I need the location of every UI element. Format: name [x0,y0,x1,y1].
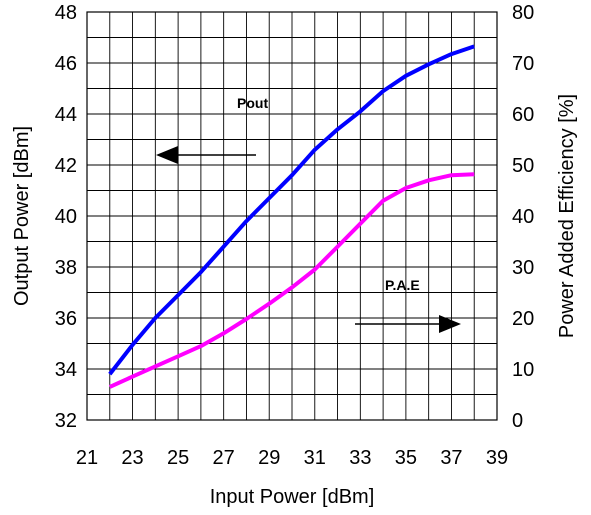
y-left-tick-label: 48 [55,2,77,24]
y-left-axis-title: Output Power [dBm] [11,126,33,306]
arrow-head [439,315,461,333]
y-left-tick-label: 36 [55,308,77,330]
x-tick-label: 33 [349,447,371,469]
series-lines [108,44,475,389]
annotation-pout: Pout [237,95,268,111]
y-left-tick-label: 32 [55,410,77,432]
arrow-left-icon [156,146,256,164]
y-right-tick-label: 40 [512,206,534,228]
series-line-p-a-e [108,172,475,389]
grid [86,11,498,421]
x-tick-label: 31 [304,447,326,469]
x-tick-labels: 21 23 25 27 29 31 33 35 37 39 [76,447,508,469]
x-tick-label: 27 [213,447,235,469]
y-right-tick-label: 10 [512,359,534,381]
x-tick-label: 29 [258,447,280,469]
y-left-tick-label: 34 [55,359,77,381]
x-tick-label: 21 [76,447,98,469]
x-tick-label: 25 [167,447,189,469]
y-left-tick-label: 40 [55,206,77,228]
annotation-pae: P.A.E [385,277,420,293]
plot-frame [86,11,498,421]
y-left-tick-label: 38 [55,257,77,279]
y-right-tick-label: 60 [512,104,534,126]
y-left-tick-labels: 32 34 36 38 40 42 44 46 48 [55,2,77,432]
arrow-head [156,146,178,164]
x-tick-label: 37 [440,447,462,469]
y-right-axis-title: Power Added Efficiency [%] [556,94,578,338]
y-right-tick-labels: 0 10 20 30 40 50 60 70 80 [512,2,534,432]
y-right-tick-label: 80 [512,2,534,24]
x-tick-label: 39 [486,447,508,469]
y-right-tick-label: 70 [512,53,534,75]
series-line-pout [108,44,475,376]
y-left-tick-label: 44 [55,104,77,126]
y-right-tick-label: 30 [512,257,534,279]
x-tick-label: 35 [395,447,417,469]
y-right-tick-label: 50 [512,155,534,177]
x-tick-label: 23 [121,447,143,469]
y-right-tick-label: 20 [512,308,534,330]
y-left-tick-label: 46 [55,53,77,75]
arrow-right-icon [355,315,461,333]
y-right-tick-label: 0 [512,410,523,432]
y-left-tick-label: 42 [55,155,77,177]
x-axis-title: Input Power [dBm] [210,486,375,508]
